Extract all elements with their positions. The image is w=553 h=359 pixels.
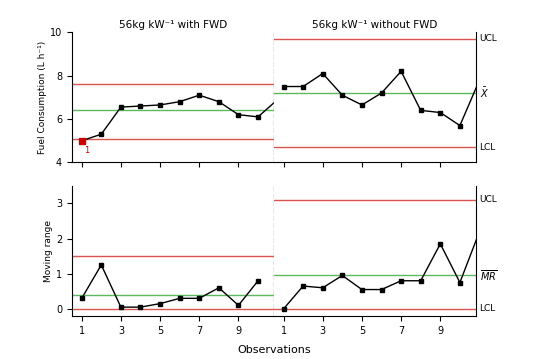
Text: 1: 1 xyxy=(85,146,90,155)
Text: LCL: LCL xyxy=(479,304,496,313)
Text: Observations: Observations xyxy=(237,345,311,355)
Y-axis label: Fuel Consumption (L h⁻¹): Fuel Consumption (L h⁻¹) xyxy=(38,41,47,154)
Text: UCL: UCL xyxy=(479,195,497,204)
Y-axis label: Moving range: Moving range xyxy=(44,220,53,282)
Text: $\bar{X}$: $\bar{X}$ xyxy=(479,86,489,100)
Title: 56kg kW⁻¹ with FWD: 56kg kW⁻¹ with FWD xyxy=(119,20,227,30)
Text: UCL: UCL xyxy=(479,34,497,43)
Text: $\overline{MR}$: $\overline{MR}$ xyxy=(479,268,497,283)
Title: 56kg kW⁻¹ without FWD: 56kg kW⁻¹ without FWD xyxy=(312,20,437,30)
Text: LCL: LCL xyxy=(479,143,496,152)
